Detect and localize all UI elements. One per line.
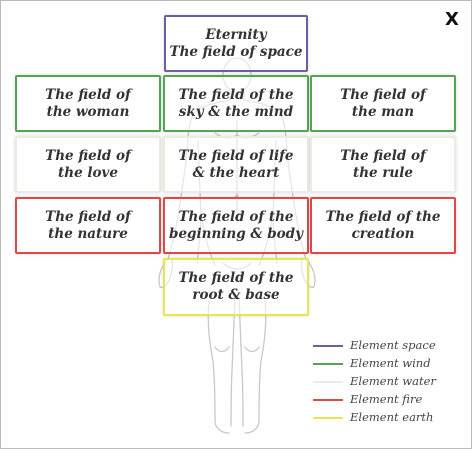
legend-swatch-space	[313, 345, 343, 347]
field-space: Eternity The field of space	[164, 15, 308, 72]
field-sky-mind: The field of the sky & the mind	[163, 75, 309, 132]
field-man: The field of the man	[310, 75, 456, 132]
legend-swatch-fire	[313, 399, 343, 401]
field-root-base: The field of the root & base	[163, 258, 309, 316]
legend-item-water: Element water	[313, 373, 463, 391]
close-button[interactable]: X	[445, 9, 459, 30]
legend-item-fire: Element fire	[313, 391, 463, 409]
legend-item-space: Element space	[313, 337, 463, 355]
legend-label-wind: Element wind	[350, 356, 431, 370]
field-life-heart: The field of life & the heart	[163, 136, 309, 193]
legend-swatch-earth	[313, 417, 343, 419]
legend-swatch-water	[313, 381, 343, 383]
legend-label-fire: Element fire	[350, 392, 423, 406]
field-rule: The field of the rule	[310, 136, 456, 193]
field-woman: The field of the woman	[15, 75, 161, 132]
field-nature: The field of the nature	[15, 197, 161, 254]
legend-swatch-wind	[313, 363, 343, 365]
legend-label-earth: Element earth	[350, 410, 434, 424]
field-creation: The field of the creation	[310, 197, 456, 254]
legend: Element space Element wind Element water…	[313, 337, 463, 427]
legend-label-water: Element water	[350, 374, 436, 388]
legend-item-earth: Element earth	[313, 409, 463, 427]
legend-item-wind: Element wind	[313, 355, 463, 373]
legend-label-space: Element space	[350, 338, 436, 352]
field-beginning-body: The field of the beginning & body	[163, 197, 309, 254]
field-love: The field of the love	[15, 136, 161, 193]
